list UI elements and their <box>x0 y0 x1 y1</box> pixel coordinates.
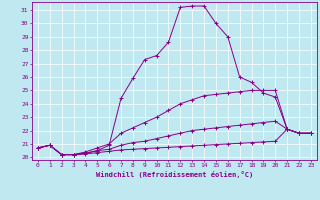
X-axis label: Windchill (Refroidissement éolien,°C): Windchill (Refroidissement éolien,°C) <box>96 171 253 178</box>
